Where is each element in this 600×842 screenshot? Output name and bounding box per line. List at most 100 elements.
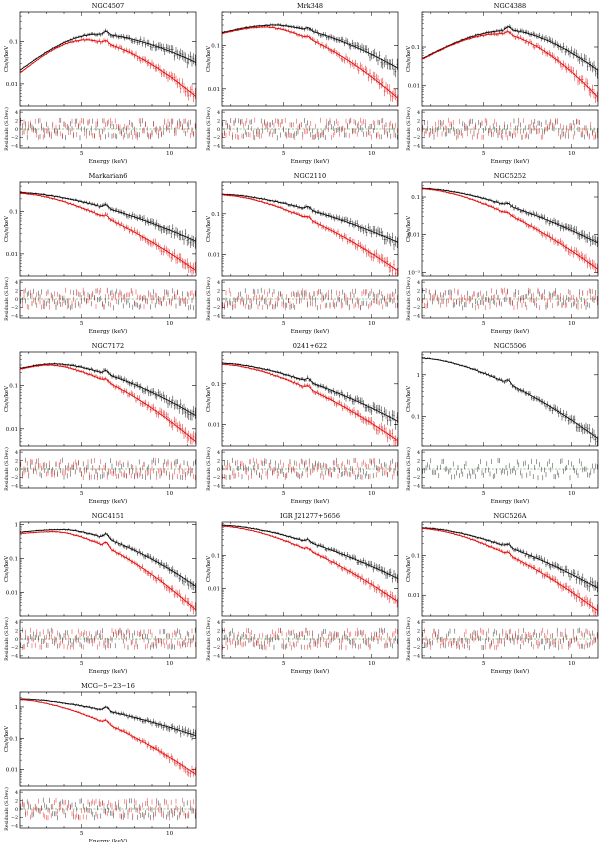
x-tick-label: 10 — [368, 151, 375, 157]
y-tick-label: 0.1 — [211, 44, 220, 50]
x-axis-label: Energy (keV) — [89, 328, 128, 335]
x-tick-label: 10 — [166, 491, 173, 497]
x-tick-label: 10 — [568, 321, 575, 327]
spectrum-frame — [19, 351, 197, 447]
residual-y-tick-label: −2 — [11, 305, 18, 311]
residual-y-tick-label: −4 — [11, 144, 18, 150]
residual-axis-label: Residuals (S.Dev.) — [205, 277, 212, 321]
panel-title: NGC4507 — [92, 2, 124, 10]
x-axis-label: Energy (keV) — [291, 328, 330, 335]
spectrum-frame — [19, 181, 197, 277]
y-tick-label: 10⁻³ — [408, 269, 420, 276]
x-tick-label: 5 — [80, 321, 84, 327]
y-tick-label: 0.01 — [6, 252, 18, 258]
model-curve-black — [19, 363, 197, 417]
residual-axis-label: Residuals (S.Dev.) — [3, 277, 10, 321]
spectrum-panel: NGC5252 Cts/s/keV Residuals (S.Dev.) 0.1 0.0… — [405, 172, 599, 335]
residual-y-tick-label: −2 — [11, 135, 18, 141]
panel-title: Markarian6 — [89, 172, 128, 180]
spectrum-panel: NGC4507 Cts/s/keV Residuals (S.Dev.) 0.1 0.0… — [3, 2, 197, 165]
residual-y-tick-label: 2 — [417, 118, 420, 124]
residual-y-tick-label: 0 — [15, 467, 18, 473]
residual-y-tick-label: 2 — [217, 288, 220, 294]
residual-y-tick-label: 4 — [217, 110, 220, 116]
model-curve-black — [421, 26, 599, 71]
model-curve-black — [20, 192, 197, 242]
y-axis-label: Cts/s/keV — [406, 215, 412, 242]
residual-y-tick-label: 0 — [217, 127, 220, 133]
y-tick-label: 0.1 — [9, 384, 18, 390]
panel-title: NGC5252 — [494, 172, 526, 180]
model-curve-red — [19, 39, 197, 97]
residual-y-tick-label: 0 — [15, 127, 18, 133]
y-tick-label: 0.01 — [208, 253, 220, 259]
spectrum-frame — [221, 11, 399, 107]
spectrum-panel: NGC7172 Cts/s/keV Residuals (S.Dev.) 0.1 0.0… — [3, 342, 197, 505]
residual-y-tick-label: −4 — [413, 314, 420, 320]
x-axis-label: Energy (keV) — [291, 158, 330, 165]
y-tick-label: 0.01 — [208, 87, 220, 93]
spectrum-frame — [221, 181, 399, 277]
x-axis-label: Energy (keV) — [89, 498, 128, 505]
residual-y-tick-label: 4 — [417, 280, 420, 286]
residual-y-tick-label: −4 — [213, 144, 220, 150]
panel-title: NGC7172 — [92, 342, 124, 350]
x-tick-label: 10 — [368, 321, 375, 327]
x-tick-label: 5 — [80, 491, 84, 497]
y-tick-label: 0.01 — [6, 82, 18, 88]
residual-y-tick-label: 2 — [417, 288, 420, 294]
x-tick-label: 10 — [166, 321, 173, 327]
residual-y-tick-label: −4 — [11, 484, 18, 490]
residual-y-tick-label: −4 — [11, 314, 18, 320]
residual-y-tick-label: 4 — [417, 110, 420, 116]
x-tick-label: 10 — [166, 151, 173, 157]
y-axis-label: Cts/s/keV — [206, 215, 212, 242]
spectrum-frame — [421, 11, 599, 107]
y-axis-label: Cts/s/keV — [4, 45, 10, 72]
panel-title: NGC2110 — [294, 172, 326, 180]
residual-y-tick-label: −2 — [413, 305, 420, 311]
residual-axis-label: Residuals (S.Dev.) — [405, 107, 412, 151]
x-tick-label: 10 — [568, 151, 575, 157]
residual-axis-label: Residuals (S.Dev.) — [3, 447, 10, 491]
x-axis-label: Energy (keV) — [491, 158, 530, 165]
residual-y-tick-label: 2 — [15, 458, 18, 464]
residual-y-tick-label: −2 — [213, 305, 220, 311]
spectrum-panel: Markarian6 Cts/s/keV Residuals (S.Dev.) 0.1… — [3, 172, 197, 335]
spectrum-frame — [19, 11, 197, 107]
model-curve-red — [20, 192, 197, 272]
x-axis-label: Energy (keV) — [491, 328, 530, 335]
y-tick-label: 0.1 — [411, 195, 420, 201]
model-curve-red — [221, 26, 399, 99]
model-curve-black — [422, 187, 599, 244]
residual-y-tick-label: 2 — [217, 118, 220, 124]
residual-y-tick-label: 4 — [15, 110, 18, 116]
residual-y-tick-label: 0 — [417, 127, 420, 133]
model-curve-red — [222, 194, 399, 272]
x-tick-label: 5 — [282, 321, 286, 327]
model-curve-black — [221, 24, 399, 69]
panel-title: NGC4388 — [494, 2, 526, 10]
y-tick-label: 0.1 — [9, 210, 18, 216]
model-curve-red — [422, 188, 599, 270]
residual-y-tick-label: −2 — [11, 475, 18, 481]
residual-y-tick-label: 4 — [217, 280, 220, 286]
residual-y-tick-label: −2 — [213, 135, 220, 141]
y-tick-label: 0.1 — [211, 212, 220, 218]
residual-y-tick-label: 4 — [15, 280, 18, 286]
y-axis-label: Cts/s/keV — [4, 215, 10, 242]
x-axis-label: Energy (keV) — [89, 158, 128, 165]
residual-axis-label: Residuals (S.Dev.) — [205, 107, 212, 151]
y-axis-label: Cts/s/keV — [4, 385, 10, 412]
residual-axis-label: Residuals (S.Dev.) — [405, 277, 412, 321]
y-tick-label: 0.01 — [408, 233, 420, 239]
x-tick-label: 5 — [80, 151, 84, 157]
residual-y-tick-label: 0 — [417, 297, 420, 303]
residual-y-tick-label: −4 — [213, 314, 220, 320]
residual-y-tick-label: 0 — [217, 297, 220, 303]
residual-axis-label: Residuals (S.Dev.) — [3, 107, 10, 151]
y-tick-label: 0.01 — [408, 84, 420, 90]
residual-y-tick-label: 0 — [15, 297, 18, 303]
residual-y-tick-label: 2 — [15, 118, 18, 124]
